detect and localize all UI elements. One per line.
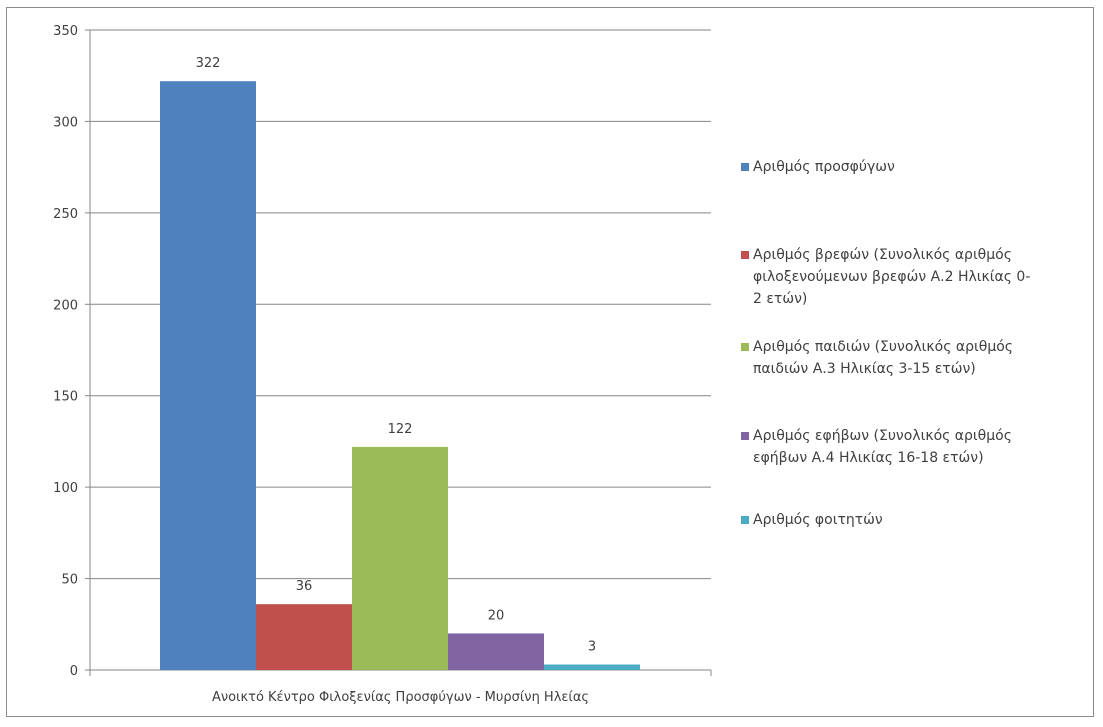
- bar-4: [448, 633, 544, 670]
- legend-swatch: [741, 251, 749, 259]
- legend-swatch: [741, 163, 749, 171]
- legend-swatch: [741, 432, 749, 440]
- y-tick-label: 0: [70, 664, 78, 679]
- y-tick-label: 150: [53, 390, 78, 405]
- bars: [160, 81, 640, 670]
- legend-label: Αριθμός φοιτητών: [753, 512, 883, 528]
- legend-label: 2 ετών): [753, 291, 807, 307]
- legend-label: Αριθμός βρεφών (Συνολικός αριθμός: [753, 247, 1012, 263]
- legend-label: παιδιών Α.3 Ηλικίας 3-15 ετών): [753, 361, 976, 377]
- axes: 0 50 100 150 200 250 300 350 Ανοικτό Κέντρο Φιλο…: [53, 24, 712, 705]
- y-tick-label: 250: [53, 207, 78, 222]
- data-label: 3: [588, 640, 596, 655]
- bar-3: [352, 446, 448, 670]
- legend-swatch: [741, 516, 749, 524]
- data-labels: 322 36 122 20 3: [196, 56, 597, 654]
- legend: Αριθμός προσφύγων Αριθμός βρεφών (Συνολικ…: [741, 159, 1030, 528]
- legend-label: Αριθμός προσφύγων: [753, 159, 895, 175]
- data-label: 36: [296, 579, 313, 594]
- x-category-label: Ανοικτό Κέντρο Φιλοξενίας Προσφύγων - Μυ…: [212, 690, 589, 705]
- legend-label: φιλοξενούμενων βρεφών Α.2 Ηλικίας 0-: [753, 269, 1030, 285]
- legend-label: Αριθμός παιδιών (Συνολικός αριθμός: [753, 339, 1013, 355]
- data-label: 322: [196, 56, 221, 71]
- y-tick-label: 350: [53, 24, 78, 39]
- data-label: 20: [488, 608, 505, 623]
- bar-2: [256, 604, 352, 670]
- y-tick-label: 300: [53, 115, 78, 130]
- legend-label: Αριθμός εφήβων (Συνολικός αριθμός: [753, 428, 1012, 444]
- legend-swatch: [741, 343, 749, 351]
- y-tick-label: 50: [61, 573, 78, 588]
- y-tick-label: 200: [53, 298, 78, 313]
- legend-label: εφήβων Α.4 Ηλικίας 16-18 ετών): [753, 450, 984, 466]
- data-label: 122: [388, 422, 413, 437]
- bar-5: [544, 664, 640, 670]
- bar-1: [160, 81, 256, 670]
- y-tick-label: 100: [53, 481, 78, 496]
